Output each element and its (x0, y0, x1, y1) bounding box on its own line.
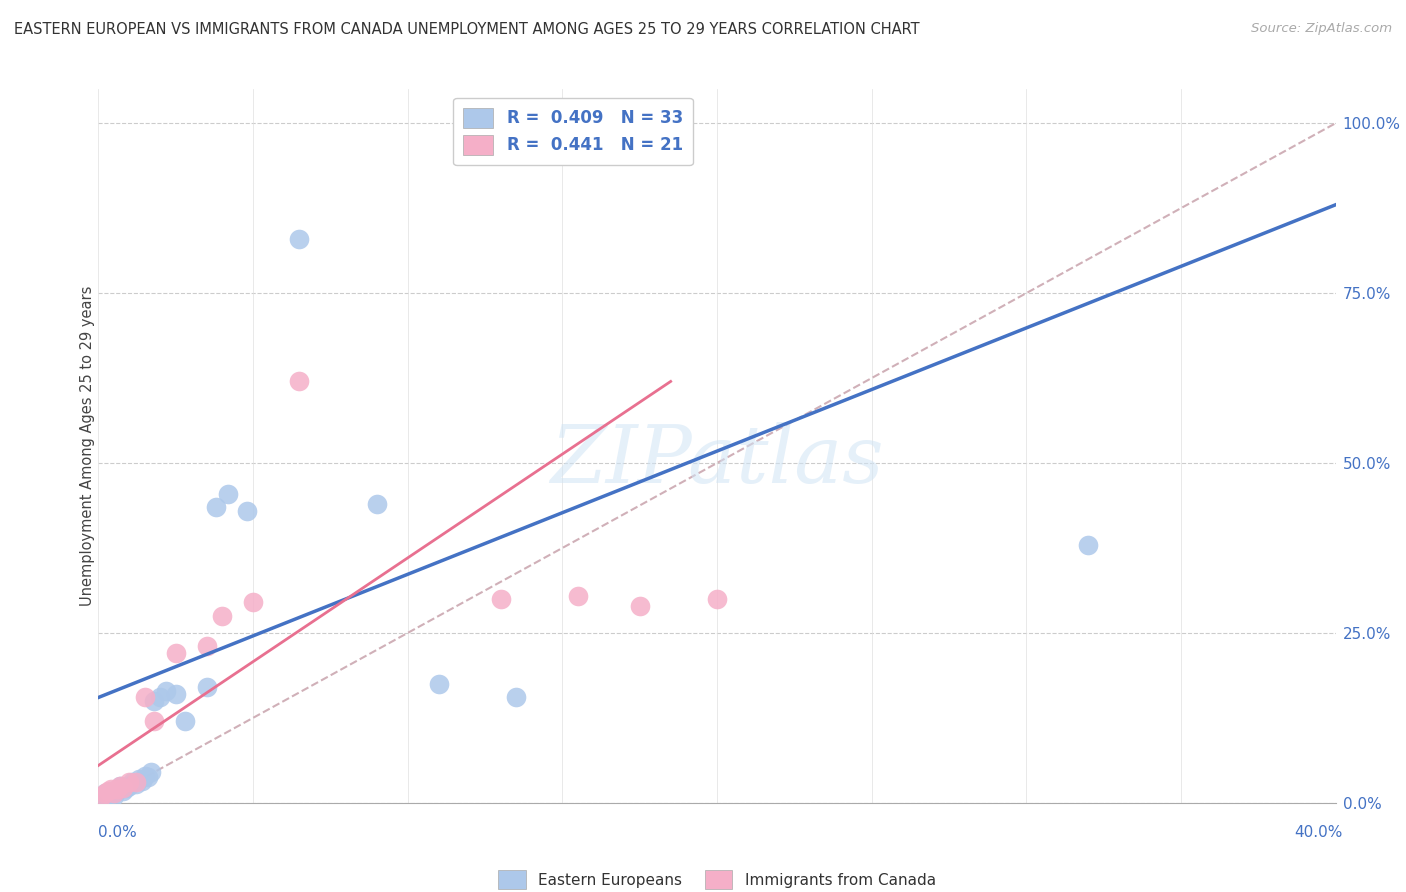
Text: 0.0%: 0.0% (98, 825, 138, 840)
Point (90, 789, 112, 803)
Point (165, 646, 187, 660)
Point (217, 486, 239, 500)
Point (236, 503, 259, 517)
Point (112, 783, 135, 797)
Point (103, 789, 125, 803)
Point (100, 783, 122, 797)
Point (211, 608, 233, 623)
Point (100, 782, 122, 797)
Point (112, 780, 135, 795)
Point (149, 690, 172, 705)
Point (134, 690, 156, 705)
Point (165, 687, 187, 701)
Point (288, 375, 311, 389)
Point (136, 770, 159, 784)
Point (134, 769, 156, 783)
Point (505, 690, 527, 705)
Text: 40.0%: 40.0% (1295, 825, 1343, 840)
Point (108, 782, 131, 797)
Point (288, 232, 311, 246)
Point (105, 782, 128, 797)
Point (366, 497, 388, 511)
Point (706, 591, 728, 606)
Point (195, 640, 218, 654)
Point (205, 500, 228, 515)
Point (108, 779, 131, 793)
Text: ZIPatlas: ZIPatlas (550, 422, 884, 499)
Y-axis label: Unemployment Among Ages 25 to 29 years: Unemployment Among Ages 25 to 29 years (80, 285, 94, 607)
Point (489, 591, 512, 606)
Point (427, 677, 450, 691)
Point (139, 765, 162, 780)
Point (118, 775, 141, 789)
Point (103, 786, 125, 800)
Point (128, 772, 150, 786)
Text: EASTERN EUROPEAN VS IMMIGRANTS FROM CANADA UNEMPLOYMENT AMONG AGES 25 TO 29 YEAR: EASTERN EUROPEAN VS IMMIGRANTS FROM CANA… (14, 22, 920, 37)
Point (1077, 537, 1099, 551)
Point (174, 714, 197, 729)
Point (115, 780, 138, 795)
Point (628, 599, 651, 613)
Point (124, 775, 146, 789)
Point (242, 595, 264, 609)
Text: Source: ZipAtlas.com: Source: ZipAtlas.com (1251, 22, 1392, 36)
Point (108, 779, 131, 793)
Legend: Eastern Europeans, Immigrants from Canada: Eastern Europeans, Immigrants from Canad… (492, 864, 942, 892)
Point (124, 777, 146, 791)
Point (195, 680, 218, 694)
Point (93, 786, 115, 800)
Point (121, 775, 143, 789)
Point (97, 788, 120, 802)
Point (105, 782, 128, 797)
Point (103, 786, 125, 800)
Point (93, 786, 115, 800)
Point (567, 589, 589, 603)
Point (143, 694, 166, 708)
Point (97, 783, 120, 797)
Point (90, 789, 112, 803)
Point (155, 683, 177, 698)
Point (118, 779, 141, 793)
Point (143, 714, 166, 729)
Point (131, 774, 153, 789)
